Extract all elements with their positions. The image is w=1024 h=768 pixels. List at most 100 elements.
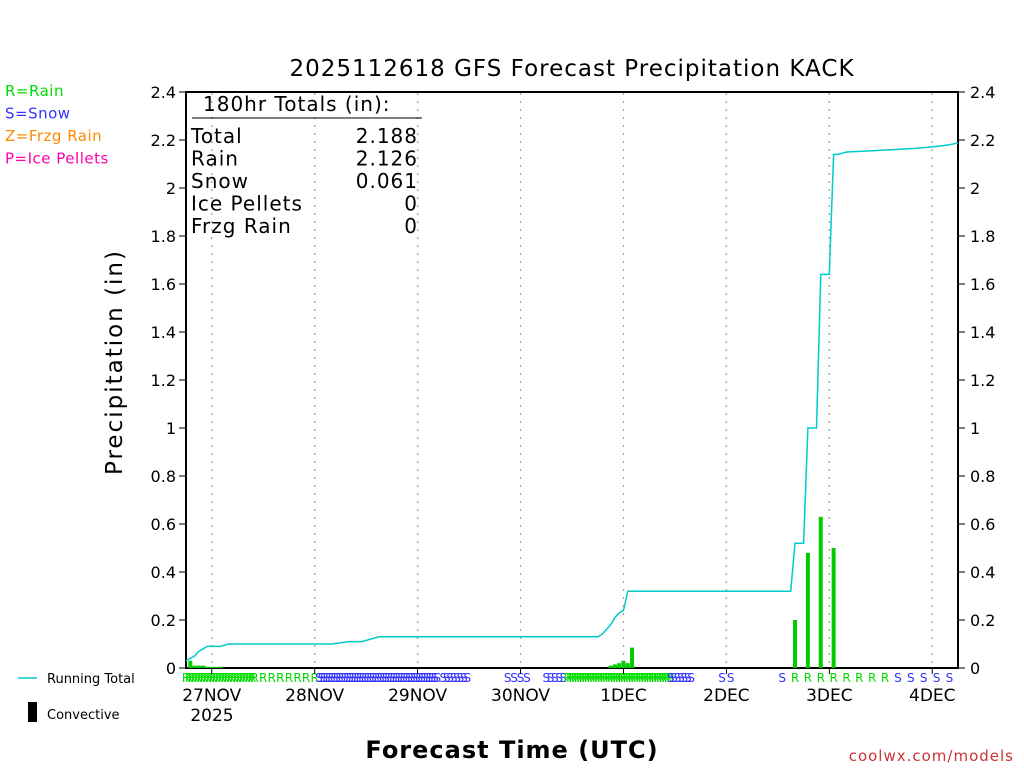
precip-type-marker: R [618, 671, 626, 685]
precip-type-marker: S [460, 671, 468, 685]
y-tick-label-left: 1.6 [151, 275, 176, 294]
precip-bar [630, 647, 635, 668]
precip-type-marker: R [654, 671, 662, 685]
precip-type-marker: R [881, 671, 889, 685]
precip-type-marker: R [194, 671, 202, 685]
y-tick-label-left: 0 [166, 659, 176, 678]
precip-type-marker: R [605, 671, 613, 685]
year-label: 2025 [190, 706, 233, 726]
y-tick-label-left: 2 [166, 179, 176, 198]
precip-type-marker: S [450, 671, 458, 685]
precip-type-marker: S [510, 671, 518, 685]
precip-type-marker: S [385, 671, 393, 685]
precip-type-marker: R [855, 671, 863, 685]
precip-type-marker: S [387, 671, 395, 685]
precip-type-marker: S [392, 671, 400, 685]
x-axis-label: Forecast Time (UTC) [365, 736, 658, 764]
totals-header: 180hr Totals (in): [203, 92, 391, 116]
precip-bar [831, 548, 836, 668]
precip-type-marker: R [646, 671, 654, 685]
precip-type-marker: S [504, 671, 512, 685]
precip-type-marker: S [374, 671, 382, 685]
precip-type-marker: R [623, 671, 631, 685]
precip-type-marker: R [842, 671, 850, 685]
x-tick-label: 30NOV [491, 686, 550, 706]
precip-type-marker: R [212, 671, 220, 685]
y-tick-label-right: 1.4 [970, 323, 995, 342]
precip-type-marker: R [648, 671, 656, 685]
precip-type-marker: S [446, 671, 454, 685]
y-tick-label-left: 0.2 [151, 611, 176, 630]
precip-type-marker: S [413, 671, 421, 685]
y-axis-label: Precipitation (in) [102, 249, 128, 475]
precip-type-marker: S [677, 671, 685, 685]
type-legend-item: S=Snow [5, 105, 71, 123]
y-axis-right: 0 0.2 0.4 0.6 0.8 1 1.2 1.4 1.6 1.8 2 2.2 2.4 [958, 83, 995, 678]
precip-type-marker: R [636, 671, 644, 685]
type-legend-item: Z=Frzg Rain [5, 127, 102, 145]
precip-type-marker: S [356, 671, 364, 685]
x-tick-label: 27NOV [182, 686, 241, 706]
precip-type-marker: S [431, 671, 439, 685]
y-tick-label-right: 0 [970, 659, 980, 678]
credit-link[interactable]: coolwx.com/models [849, 747, 1014, 765]
precip-type-marker: R [200, 671, 208, 685]
precip-type-marker: S [372, 671, 380, 685]
precip-type-marker: S [346, 671, 354, 685]
precip-type-marker: S [359, 671, 367, 685]
precip-type-marker: S [395, 671, 403, 685]
precip-type-marker: S [670, 671, 678, 685]
precip-type-marker: S [331, 671, 339, 685]
type-legend-item: R=Rain [5, 82, 64, 100]
series-legend: Running Total Convective [18, 672, 135, 723]
precip-type-marker: R [227, 671, 235, 685]
precip-bar [201, 665, 206, 668]
precip-type-marker: R [589, 671, 597, 685]
precip-type-marker: S [377, 671, 385, 685]
precip-type-marker: R [185, 671, 193, 685]
y-tick-label-left: 1.4 [151, 323, 176, 342]
precip-type-marker: R [666, 671, 674, 685]
precip-type-marker: S [416, 671, 424, 685]
totals-box: 180hr Totals (in): Total 2.188 Rain 2.126 Sn… [190, 92, 422, 238]
totals-row-label: Snow [191, 169, 249, 193]
precip-type-marker: R [564, 671, 572, 685]
totals-row-label: Rain [191, 147, 239, 171]
precip-type-marker: R [245, 671, 253, 685]
precip-type-marker: S [318, 671, 326, 685]
precip-bar [214, 666, 219, 668]
precip-type-marker: R [566, 671, 574, 685]
precip-type-marker: S [320, 671, 328, 685]
precip-bar [192, 665, 197, 668]
x-tick-label: 4DEC [909, 686, 956, 706]
precip-type-marker: R [576, 671, 584, 685]
y-tick-label-right: 1 [970, 419, 980, 438]
plot-frame [185, 91, 959, 669]
precip-type-marker: R [600, 671, 608, 685]
day-gridlines [210, 93, 934, 667]
totals-row-label: Frzg Rain [191, 214, 292, 238]
precip-bars [188, 516, 836, 668]
precip-type-marker: R [664, 671, 672, 685]
chart-title: 2025112618 GFS Forecast Precipitation KA… [289, 56, 854, 82]
x-axis: 27NOV 28NOV 29NOV 30NOV 1DEC 2DEC 3DEC 4DEC [182, 668, 956, 706]
precip-type-marker: R [868, 671, 876, 685]
precip-type-marker: S [328, 671, 336, 685]
totals-row-value: 2.126 [356, 147, 418, 171]
precip-type-marker: R [594, 671, 602, 685]
precip-type-marker: S [408, 671, 416, 685]
precip-type-marker: S [403, 671, 411, 685]
precip-type-marker: S [343, 671, 351, 685]
precip-type-marker: S [423, 671, 431, 685]
precip-bar [617, 663, 622, 668]
precip-type-marker: S [315, 671, 323, 685]
precip-bar [621, 660, 626, 668]
precip-bar [205, 666, 210, 668]
precip-type-marker: R [615, 671, 623, 685]
totals-row-label: Ice Pellets [191, 192, 303, 216]
precip-type-marker: R [302, 671, 310, 685]
precip-type-marker: S [687, 671, 695, 685]
precip-type-legend: R=Rain S=Snow Z=Frzg Rain P=Ice Pellets [5, 82, 108, 168]
precip-type-marker: S [547, 671, 555, 685]
precip-bar [608, 665, 613, 668]
